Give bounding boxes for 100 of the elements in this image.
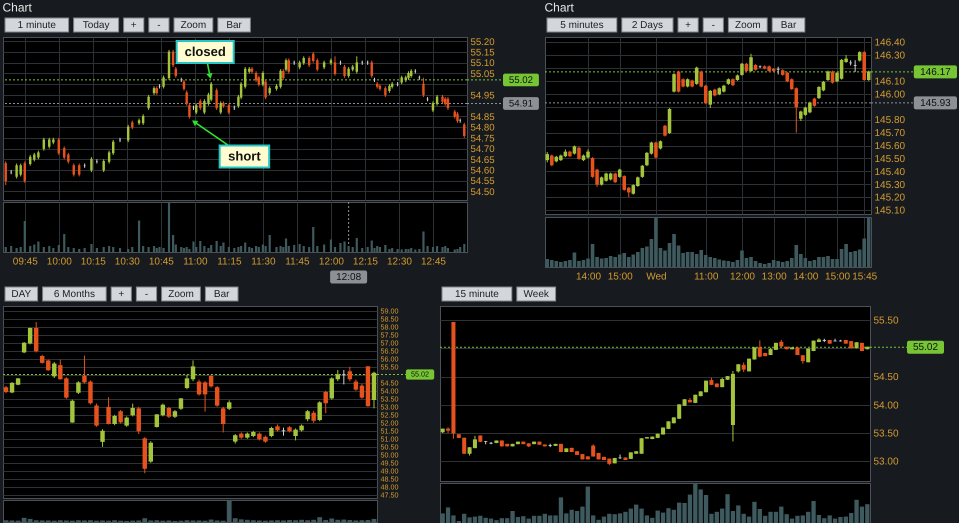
y-tick-label: 146.40 [874,38,906,49]
y-tick-label: 54.00 [874,400,899,412]
x-tick-label: 11:30 [251,256,276,268]
candlestick [106,396,111,425]
candlestick [282,68,285,80]
text: - [157,20,161,31]
candlestick [446,96,450,110]
x-tick-label: 15:45 [852,272,878,282]
candlestick [52,362,56,378]
candlestick [124,416,129,428]
candlestick [384,86,387,98]
candlestick [463,122,466,138]
text: Week [524,289,550,300]
candlestick [227,400,232,410]
x-tick-label: 12:30 [386,256,412,268]
candlestick [269,426,274,438]
y-tick-label: 146.10 [874,76,906,88]
text: Today [82,20,110,31]
text: 1 minute [18,20,56,31]
y-tick-label: 55.05 [470,68,495,80]
chart-title: Chart [544,0,575,14]
x-tick-label: 09:45 [12,256,38,268]
y-tick-label: 145.50 [874,154,906,165]
candlestick [858,50,862,62]
candlestick [90,156,93,173]
text: Zoom [168,289,194,300]
y-tick-label: 54.55 [470,176,495,188]
y-tick-label: 54.50 [874,372,899,384]
candlestick [826,70,830,82]
candlestick [130,403,135,417]
annotation: closed [184,44,226,60]
candlestick [654,141,658,159]
candlestick [203,98,206,115]
text: + [118,289,124,300]
candlestick [640,164,644,178]
candlestick [112,414,117,426]
text: 2 Days [632,20,663,31]
candlestick [228,102,230,115]
x-tick-label: 10:00 [46,256,72,268]
candlestick [72,163,75,177]
candlestick [740,62,744,76]
text: - [144,289,148,300]
candlestick [262,70,264,87]
candlestick [308,56,310,68]
ref-line-label: 55.02 [508,74,534,86]
y-tick-label: 55.20 [470,36,495,48]
candlestick [356,56,358,74]
candlestick [42,137,46,152]
y-tick-label: 146.30 [874,50,906,62]
ref-line-label: 54.91 [508,98,534,110]
candlestick [613,172,617,184]
candlestick [866,70,870,82]
candlestick [708,89,712,109]
x-tick-label: 13:00 [762,272,788,282]
y-tick-label: 145.40 [874,166,906,178]
candlestick [142,114,144,126]
x-tick-label: 11:15 [217,256,242,268]
text: + [685,20,692,31]
x-tick-label: 10:15 [80,256,106,268]
y-tick-label: 54.85 [470,112,495,123]
y-tick-label: 54.75 [470,133,495,144]
text: 5 minutes [560,20,604,31]
candlestick [370,60,373,78]
candlestick [742,362,746,373]
candlestick [324,390,328,414]
candlestick [162,75,165,89]
candlestick [166,406,172,418]
x-tick-label: 10:45 [148,256,174,268]
ref-line-label: 55.02 [912,342,938,354]
candlestick [4,160,7,186]
candlestick [305,410,310,422]
x-tick-label: 10:30 [114,256,140,268]
candlestick [102,158,105,173]
chart-title: Chart [2,0,33,14]
candlestick [279,68,282,89]
candlestick [830,70,834,84]
candlestick [63,146,66,160]
text: DAY [11,289,32,300]
candlestick [749,53,753,72]
candlestick [215,88,218,110]
candlestick [19,163,22,177]
x-tick-label: 11:00 [694,272,719,282]
y-tick-label: 54.95 [470,90,495,102]
candlestick [76,380,81,394]
candlestick [48,137,50,150]
candlestick [799,110,803,122]
y-tick-label: 55.10 [470,58,495,70]
y-tick-label: 53.50 [874,428,899,440]
y-tick-label: 145.70 [874,128,906,140]
x-tick-label: 15:00 [608,272,634,282]
candlestick [126,124,130,143]
candlestick [317,400,322,422]
candlestick [550,154,554,167]
candlestick [658,140,662,150]
ref-line-label: 12:08 [336,272,362,283]
candlestick [29,154,32,166]
y-tick-label: 54.80 [470,122,495,134]
annotation: short [228,148,262,164]
text: Bar [780,20,797,31]
candlestick [210,82,212,102]
